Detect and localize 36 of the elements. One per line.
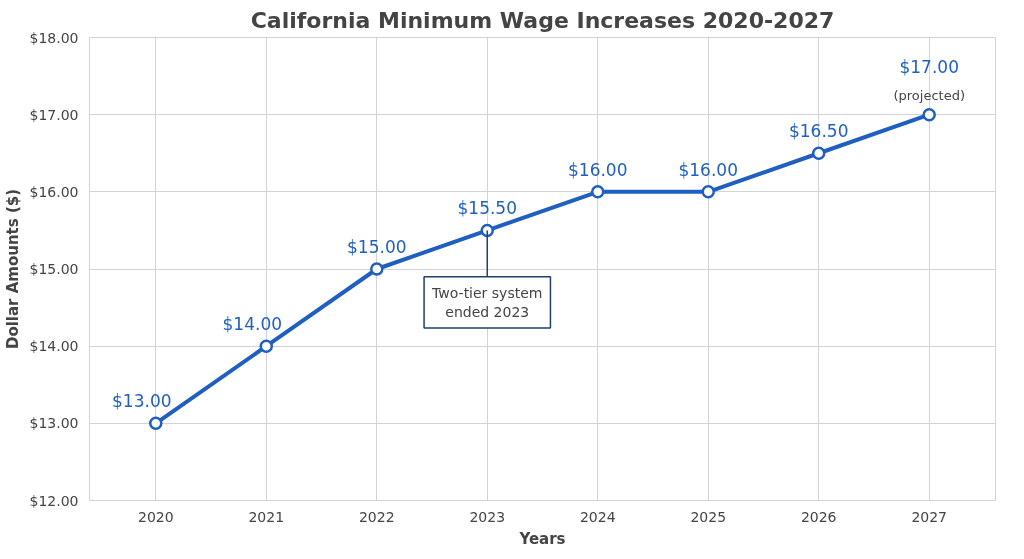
data-label: $17.00 bbox=[899, 56, 959, 77]
data-label: $13.00 bbox=[112, 391, 172, 412]
data-label: $16.00 bbox=[678, 159, 738, 180]
y-tick-label: $18.00 bbox=[29, 29, 79, 46]
x-tick-label: 2021 bbox=[248, 508, 285, 525]
point bbox=[590, 185, 605, 199]
x-tick-label: 2027 bbox=[911, 508, 948, 525]
x-tick-label: 2020 bbox=[137, 508, 174, 525]
y-tick-label: $13.00 bbox=[29, 415, 79, 432]
point bbox=[811, 146, 826, 160]
x-tick-label: 2023 bbox=[469, 508, 506, 525]
y-axis-title: Dollar Amounts ($) bbox=[3, 188, 22, 350]
x-tick-label: 2022 bbox=[358, 508, 395, 525]
point bbox=[259, 339, 274, 353]
x-tick-label: 2024 bbox=[579, 508, 616, 525]
y-tick-label: $12.00 bbox=[29, 492, 79, 509]
data-label: $15.50 bbox=[457, 198, 517, 219]
y-tick-label: $17.00 bbox=[29, 106, 79, 123]
point bbox=[149, 416, 163, 431]
x-tick-label: 2025 bbox=[690, 508, 727, 525]
data-label: $15.00 bbox=[347, 237, 407, 257]
point bbox=[480, 223, 495, 238]
x-axis-title: Years bbox=[518, 529, 566, 548]
data-label: $14.00 bbox=[222, 314, 283, 335]
y-tick-label: $14.00 bbox=[29, 338, 79, 355]
x-tick-label: 2026 bbox=[800, 508, 837, 525]
annotation: Two-tier system ended 2023 bbox=[431, 284, 543, 320]
y-tick-label: $15.00 bbox=[29, 261, 79, 277]
point bbox=[701, 185, 715, 199]
data-label: $16.50 bbox=[788, 121, 849, 142]
chart-title: California Minimum Wage Increases 2020-2027 bbox=[250, 7, 835, 33]
point bbox=[370, 262, 384, 276]
y-tick-label: $16.00 bbox=[29, 183, 79, 200]
annotation: (projected) bbox=[893, 87, 965, 103]
point bbox=[922, 107, 936, 122]
data-label: $16.00 bbox=[568, 159, 628, 180]
